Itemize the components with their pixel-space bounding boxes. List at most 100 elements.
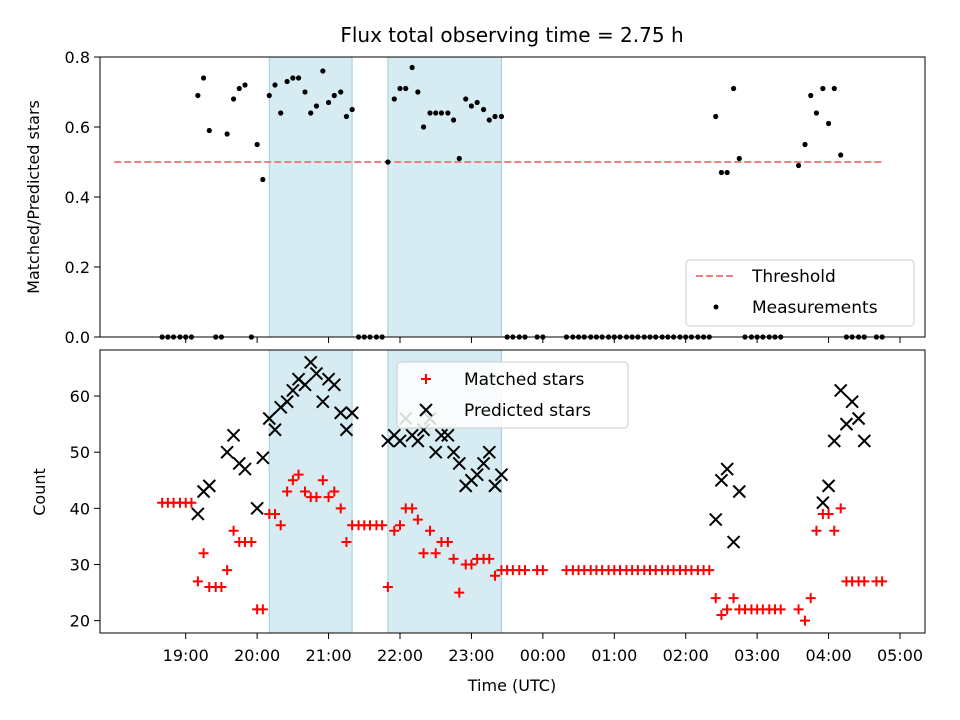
y-tick-label: 0.8 (65, 48, 90, 67)
matched-star-point (425, 525, 435, 536)
measurement-point (308, 110, 314, 116)
measurement-point (385, 159, 391, 165)
measurement-points (159, 64, 885, 340)
measurement-point (474, 99, 480, 106)
measurement-point (492, 113, 498, 120)
measurement-point (260, 176, 266, 183)
matched-star-point (412, 514, 423, 525)
measurement-point (278, 110, 284, 116)
matched-star-point (341, 537, 352, 548)
measurement-point (808, 92, 814, 99)
y-tick-label: 0.0 (65, 328, 90, 347)
observation-span-2 (387, 56, 502, 338)
measurement-point (713, 113, 719, 120)
matched-star-point (704, 565, 715, 576)
matched-star-point (823, 508, 834, 519)
measurement-point (343, 113, 350, 120)
predicted-star-point (250, 501, 264, 516)
x-tick-label: 20:00 (234, 646, 280, 665)
matched-star-point (793, 604, 804, 615)
legend-predicted-label: Predicted stars (464, 401, 591, 421)
matched-star-point (877, 576, 888, 587)
predicted-star-point (720, 462, 734, 476)
matched-star-point (728, 593, 739, 604)
matched-star-point (275, 520, 286, 531)
predicted-star-point (434, 428, 449, 443)
measurement-point (409, 64, 415, 71)
matched-star-point (418, 548, 429, 559)
predicted-star-point (488, 479, 502, 493)
count-legend: Matched stars Predicted stars (396, 361, 629, 429)
measurement-point (813, 110, 820, 116)
predicted-star-point (441, 428, 455, 443)
measurement-point (468, 103, 475, 109)
measurement-point (266, 92, 272, 99)
predicted-star-point (834, 383, 848, 398)
predicted-star-point (726, 535, 741, 549)
measurement-point (331, 92, 337, 99)
measurement-point (236, 85, 242, 92)
matched-star-point (859, 576, 870, 587)
measurement-point (325, 99, 332, 106)
count-legend-box (396, 361, 629, 429)
measurement-point (838, 152, 844, 158)
predicted-star-point (393, 434, 407, 448)
predicted-star-point (334, 406, 348, 420)
predicted-star-point (476, 456, 491, 471)
count-panel: 20 30 40 50 60 19:00 20:00 21:00 22:00 23:00 00:0… (30, 349, 926, 695)
matched-star-point (454, 587, 465, 598)
predicted-star-point (482, 445, 496, 459)
x-tick-label: 23:00 (448, 646, 494, 665)
predicted-star-point (821, 479, 836, 493)
legend-threshold-label: Threshold (751, 267, 836, 287)
matched-star-point (377, 520, 388, 531)
predicted-star-point (470, 467, 484, 482)
measurement-point (338, 89, 344, 95)
x-tick-label: 03:00 (734, 646, 780, 665)
chart-title: Flux total observing time = 2.75 h (340, 23, 683, 47)
matched-star-point (198, 548, 209, 559)
measurement-point (290, 75, 296, 81)
matched-star-point (293, 469, 304, 480)
measurement-point (825, 120, 832, 127)
matched-star-point (317, 475, 328, 486)
y-tick-label: 0.6 (65, 118, 90, 137)
y-tick-label: 20 (70, 612, 90, 631)
predicted-star-point (851, 411, 866, 426)
ratio-y-ticks: 0.0 0.2 0.4 0.6 0.8 (65, 48, 100, 347)
measurement-point (730, 85, 737, 92)
matched-star-point (407, 503, 418, 514)
measurement-point (254, 141, 260, 148)
y-tick-label: 40 (70, 499, 90, 518)
x-tick-label: 01:00 (591, 646, 637, 665)
matched-star-point (270, 508, 280, 519)
measurement-point (795, 162, 802, 169)
ratio-panel: 0.0 0.2 0.4 0.6 0.8 Flux total observing tim… (24, 23, 926, 347)
predicted-star-point (429, 445, 443, 459)
matched-star-point (216, 581, 227, 592)
measurement-point (456, 155, 462, 162)
x-tick-label: 21:00 (306, 646, 352, 665)
y-tick-label: 30 (70, 555, 90, 574)
measurement-point (480, 106, 487, 113)
predicted-star-point (816, 496, 830, 510)
measurement-point (427, 110, 433, 116)
measurement-point (284, 78, 290, 85)
x-tick-label: 05:00 (877, 646, 923, 665)
predicted-star-point (202, 479, 216, 493)
predicted-star-point (304, 355, 318, 370)
measurement-point (224, 131, 230, 137)
matched-star-point (287, 475, 298, 486)
y-tick-label: 0.2 (65, 258, 90, 277)
matched-star-point (382, 581, 393, 592)
x-axis-label: Time (UTC) (467, 676, 556, 695)
measurement-point (486, 117, 492, 123)
measurement-point (463, 96, 469, 102)
matched-star-point (282, 486, 293, 497)
matched-star-point (805, 593, 816, 604)
matched-star-point (329, 486, 340, 497)
matched-star-point (222, 565, 233, 576)
measurement-point (820, 85, 826, 92)
